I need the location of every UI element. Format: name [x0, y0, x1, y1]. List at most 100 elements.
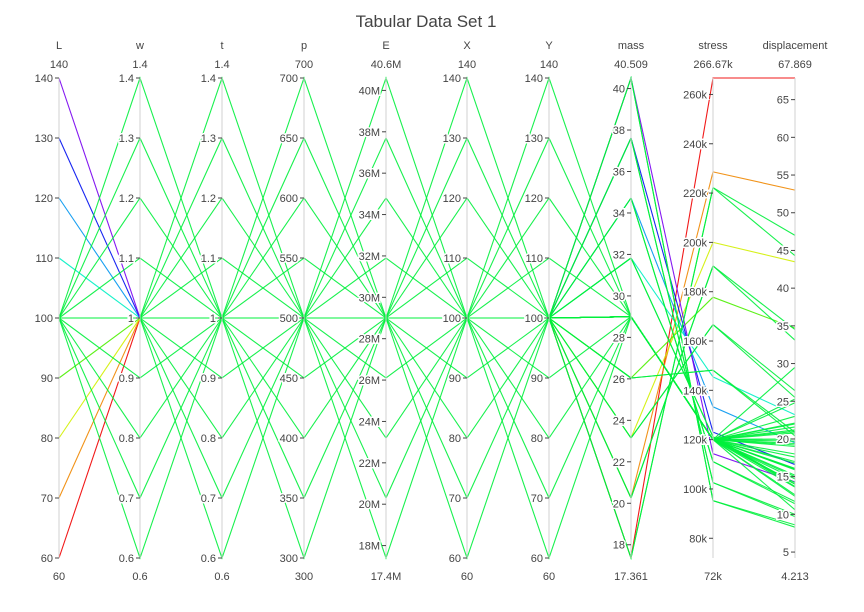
- tick-label-E-5: 28M: [359, 334, 380, 346]
- axis-displacement[interactable]: displacement 67.869 4.213 5 10 15 20 25 30 35 40 45…: [763, 40, 828, 583]
- tick-label-t-1: 0.7: [201, 493, 216, 505]
- tick-label-Y-8: 140: [525, 73, 543, 85]
- tick-label-stress-8: 240k: [683, 139, 707, 151]
- tick-label-t-8: 1.4: [201, 73, 216, 85]
- axis-title-X: X: [463, 40, 471, 52]
- tick-label-L-2: 80: [41, 433, 53, 445]
- axis-max-label-mass: 40.509: [614, 59, 648, 71]
- tick-label-displacement-7: 40: [777, 283, 789, 295]
- tick-label-p-8: 700: [280, 73, 298, 85]
- tick-label-displacement-3: 20: [777, 434, 789, 446]
- tick-label-mass-1: 20: [613, 498, 625, 510]
- axis-w[interactable]: w 1.4 0.6 0.6 0.7 0.8 0.9 1 1.1 1.2 1.3 1.4: [117, 40, 148, 583]
- axis-p[interactable]: p 700 300 300 350 400 450 500 550 600 650 700: [278, 40, 314, 583]
- axis-max-label-E: 40.6M: [371, 59, 402, 71]
- tick-label-displacement-1: 10: [777, 509, 789, 521]
- axis-max-label-w: 1.4: [132, 59, 147, 71]
- tick-label-Y-2: 80: [531, 433, 543, 445]
- axis-stress[interactable]: stress 266.67k 72k 80k 100k 120k 140k 160k 180k 2…: [682, 40, 733, 583]
- tick-label-w-0: 0.6: [119, 553, 134, 565]
- tick-label-p-5: 550: [280, 253, 298, 265]
- axis-min-label-X: 60: [461, 571, 473, 583]
- tick-label-X-3: 90: [449, 373, 461, 385]
- axis-title-L: L: [56, 40, 62, 52]
- tick-label-Y-3: 90: [531, 373, 543, 385]
- tick-label-w-3: 0.9: [119, 373, 134, 385]
- tick-label-X-5: 110: [443, 253, 461, 265]
- axis-max-label-L: 140: [50, 59, 68, 71]
- tick-label-mass-3: 24: [613, 415, 625, 427]
- tick-label-displacement-12: 65: [777, 95, 789, 107]
- tick-label-L-0: 60: [41, 553, 53, 565]
- tick-label-displacement-2: 15: [777, 472, 789, 484]
- axis-min-label-L: 60: [53, 571, 65, 583]
- tick-label-E-4: 26M: [359, 375, 380, 387]
- tick-label-stress-4: 160k: [683, 336, 707, 348]
- axis-title-p: p: [301, 40, 307, 52]
- tick-label-stress-3: 140k: [683, 385, 707, 397]
- tick-label-p-6: 600: [280, 193, 298, 205]
- tick-label-E-11: 40M: [359, 85, 380, 97]
- axis-title-Y: Y: [545, 40, 553, 52]
- tick-label-Y-6: 120: [525, 193, 543, 205]
- tick-label-L-4: 100: [35, 313, 53, 325]
- axis-title-mass: mass: [618, 40, 645, 52]
- tick-label-L-8: 140: [35, 73, 53, 85]
- tick-label-X-2: 80: [449, 433, 461, 445]
- tick-label-t-7: 1.3: [201, 133, 216, 145]
- tick-label-mass-4: 26: [613, 374, 625, 386]
- axis-mass[interactable]: mass 40.509 17.361 18 20 22 24 26 28 30 32 34 36 38 40: [611, 40, 648, 583]
- tick-label-displacement-8: 45: [777, 245, 789, 257]
- tick-label-stress-7: 220k: [683, 188, 707, 200]
- tick-label-L-3: 90: [41, 373, 53, 385]
- axis-title-t: t: [220, 40, 223, 52]
- axis-max-label-displacement: 67.869: [778, 59, 812, 71]
- data-line-17: [59, 264, 796, 500]
- tick-label-X-0: 60: [449, 553, 461, 565]
- tick-label-p-1: 350: [280, 493, 298, 505]
- data-lines: [58, 75, 796, 561]
- tick-label-displacement-10: 55: [777, 170, 789, 182]
- tick-label-w-6: 1.2: [119, 193, 134, 205]
- tick-label-mass-11: 40: [613, 84, 625, 96]
- tick-label-displacement-0: 5: [783, 547, 789, 559]
- tick-label-stress-1: 100k: [683, 484, 707, 496]
- axis-min-label-t: 0.6: [214, 571, 229, 583]
- tick-label-t-4: 1: [210, 313, 216, 325]
- axis-E[interactable]: E 40.6M 17.4M 18M 20M 22M 24M 26M 28M 30M 32M 34M 36…: [357, 40, 402, 583]
- tick-label-displacement-5: 30: [777, 359, 789, 371]
- tick-label-E-2: 22M: [359, 458, 380, 470]
- axes: L1406060708090100110120130140w1.40.60.60…: [33, 40, 828, 583]
- tick-label-stress-0: 80k: [689, 533, 707, 545]
- axis-min-label-E: 17.4M: [371, 571, 402, 583]
- tick-label-stress-2: 120k: [683, 435, 707, 447]
- tick-label-E-8: 34M: [359, 210, 380, 222]
- tick-label-t-5: 1.1: [201, 253, 216, 265]
- tick-label-displacement-9: 50: [777, 208, 789, 220]
- tick-label-p-0: 300: [280, 553, 298, 565]
- tick-label-p-2: 400: [280, 433, 298, 445]
- tick-label-E-7: 32M: [359, 251, 380, 263]
- tick-label-mass-8: 34: [613, 208, 625, 220]
- axis-min-label-p: 300: [295, 571, 313, 583]
- tick-label-X-6: 120: [443, 193, 461, 205]
- tick-label-t-6: 1.2: [201, 193, 216, 205]
- tick-label-stress-9: 260k: [683, 89, 707, 101]
- tick-label-L-5: 110: [35, 253, 53, 265]
- tick-label-X-8: 140: [443, 73, 461, 85]
- tick-label-p-4: 500: [280, 313, 298, 325]
- tick-label-t-3: 0.9: [201, 373, 216, 385]
- tick-label-L-1: 70: [41, 493, 53, 505]
- tick-label-displacement-11: 60: [777, 132, 789, 144]
- tick-label-w-7: 1.3: [119, 133, 134, 145]
- tick-label-Y-7: 130: [525, 133, 543, 145]
- axis-t[interactable]: t 1.4 0.6 0.6 0.7 0.8 0.9 1 1.1 1.2 1.3 1.4: [199, 40, 230, 583]
- tick-label-Y-1: 70: [531, 493, 543, 505]
- tick-label-L-7: 130: [35, 133, 53, 145]
- axis-min-label-Y: 60: [543, 571, 555, 583]
